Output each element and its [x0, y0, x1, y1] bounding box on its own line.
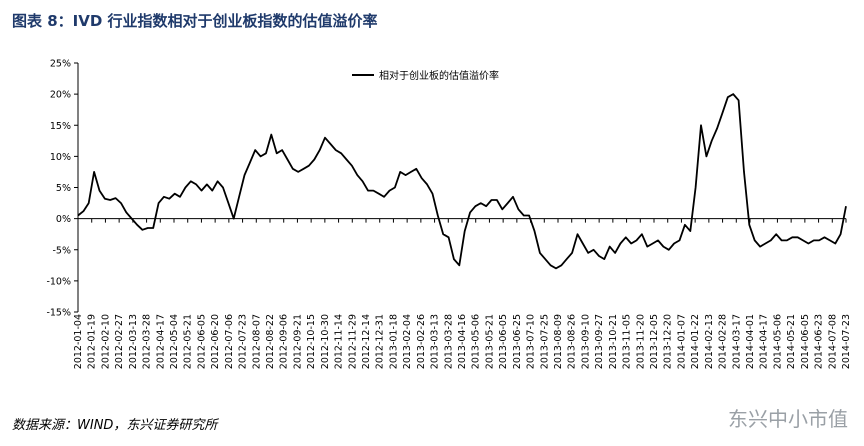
x-tick-label: 2014-01-22	[690, 314, 701, 369]
x-tick-label: 2013-08-26	[567, 314, 578, 369]
x-tick-label: 2012-07-23	[238, 314, 249, 369]
x-tick-label: 2012-12-14	[361, 314, 372, 369]
line-chart: 25%20%15%10%5%0%-5%-10%-15% 2012-01-04 20…	[46, 59, 852, 370]
x-tick-label: 2012-11-29	[347, 314, 358, 369]
x-tick-label: 2013-03-28	[443, 314, 454, 369]
x-tick-label: 2012-09-21	[292, 314, 303, 369]
x-tick-label: 2013-12-20	[663, 314, 674, 369]
x-tick-label: 2012-06-20	[210, 314, 221, 369]
x-tick-label: 2012-12-31	[375, 314, 386, 369]
y-tick-label: 10%	[50, 152, 71, 163]
y-tick-label: -10%	[46, 276, 71, 287]
x-tick-label: 2013-09-10	[580, 314, 591, 369]
figure-title: 图表 8：IVD 行业指数相对于创业板指数的估值溢价率	[12, 12, 378, 30]
x-tick-label: 2012-04-17	[155, 314, 166, 369]
brand-watermark: 东兴中小市值	[728, 407, 848, 431]
x-tick-label: 2013-03-13	[430, 314, 441, 369]
x-tick-label: 2013-07-25	[539, 314, 550, 369]
x-tick-label: 2013-11-05	[622, 314, 633, 369]
y-tick-label: 15%	[50, 121, 71, 132]
x-tick-label: 2014-03-17	[731, 314, 742, 369]
chart-axes	[77, 63, 846, 312]
y-tick-label: -5%	[53, 245, 72, 256]
x-tick-label: 2013-08-09	[553, 314, 564, 369]
series-line	[77, 93, 847, 270]
x-tick-label: 2014-07-23	[841, 314, 852, 369]
x-tick-label: 2013-05-21	[484, 314, 495, 369]
x-tick-label: 2013-07-10	[526, 314, 537, 369]
x-tick-label: 2012-09-06	[279, 314, 290, 369]
x-tick-label: 2012-03-13	[128, 314, 139, 369]
x-tick-label: 2012-06-05	[196, 314, 207, 369]
x-tick-label: 2013-05-06	[471, 314, 482, 369]
x-tick-label: 2014-06-05	[800, 314, 811, 369]
y-tick-label: 0%	[56, 214, 71, 225]
series-group	[77, 93, 847, 270]
x-tick-label: 2014-05-06	[772, 314, 783, 369]
x-tick-label: 2012-02-27	[114, 314, 125, 369]
x-tick-label: 2012-11-14	[334, 314, 345, 369]
x-tick-label: 2012-08-07	[251, 314, 262, 369]
x-tick-label: 2014-04-01	[745, 314, 756, 369]
x-tick-label: 2013-12-05	[649, 314, 660, 369]
x-tick-label: 2013-06-25	[512, 314, 523, 369]
x-tick-label: 2014-06-23	[814, 314, 825, 369]
y-axis-ticks: 25% 20% 15% 10% 5% 0% -5% -10% -15%	[46, 59, 78, 319]
x-tick-label: 2012-07-06	[224, 314, 235, 369]
x-tick-label: 2014-02-28	[718, 314, 729, 369]
y-tick-label: 5%	[56, 183, 71, 194]
x-tick-label: 2012-01-04	[73, 314, 84, 369]
x-tick-label: 2012-08-22	[265, 314, 276, 369]
x-tick-label: 2012-02-10	[100, 314, 111, 369]
data-source-note: 数据来源：WIND，东兴证券研究所	[12, 418, 218, 433]
x-tick-label: 2014-07-08	[827, 314, 838, 369]
x-tick-label: 2013-10-21	[608, 314, 619, 369]
x-tick-label: 2012-05-21	[183, 314, 194, 369]
x-tick-label: 2014-02-13	[704, 314, 715, 369]
x-tick-label: 2012-03-28	[142, 314, 153, 369]
x-tick-label: 2014-04-17	[759, 314, 770, 369]
y-tick-label: -15%	[46, 308, 71, 319]
x-tick-label: 2013-11-20	[635, 314, 646, 369]
x-tick-label: 2013-01-18	[388, 314, 399, 369]
y-tick-label: 20%	[50, 90, 71, 101]
y-tick-label: 25%	[50, 59, 71, 70]
x-tick-label: 2013-02-26	[416, 314, 427, 369]
x-tick-label: 2013-04-16	[457, 314, 468, 369]
x-tick-label: 2013-09-27	[594, 314, 605, 369]
x-tick-label: 2012-05-04	[169, 314, 180, 369]
x-tick-label: 2014-05-21	[786, 314, 797, 369]
x-tick-label: 2013-02-04	[402, 314, 413, 369]
x-tick-label: 2012-01-19	[87, 314, 98, 369]
x-tick-label: 2014-01-07	[676, 314, 687, 369]
x-axis-ticks: 2012-01-04 2012-01-19 2012-02-10 2012-02-27…	[73, 218, 852, 369]
legend: 相对于创业板的估值溢价率	[352, 69, 499, 82]
x-tick-label: 2013-06-05	[498, 314, 509, 369]
x-tick-label: 2012-10-30	[320, 314, 331, 369]
x-tick-label: 2012-10-15	[306, 314, 317, 369]
legend-entry: 相对于创业板的估值溢价率	[379, 69, 499, 82]
